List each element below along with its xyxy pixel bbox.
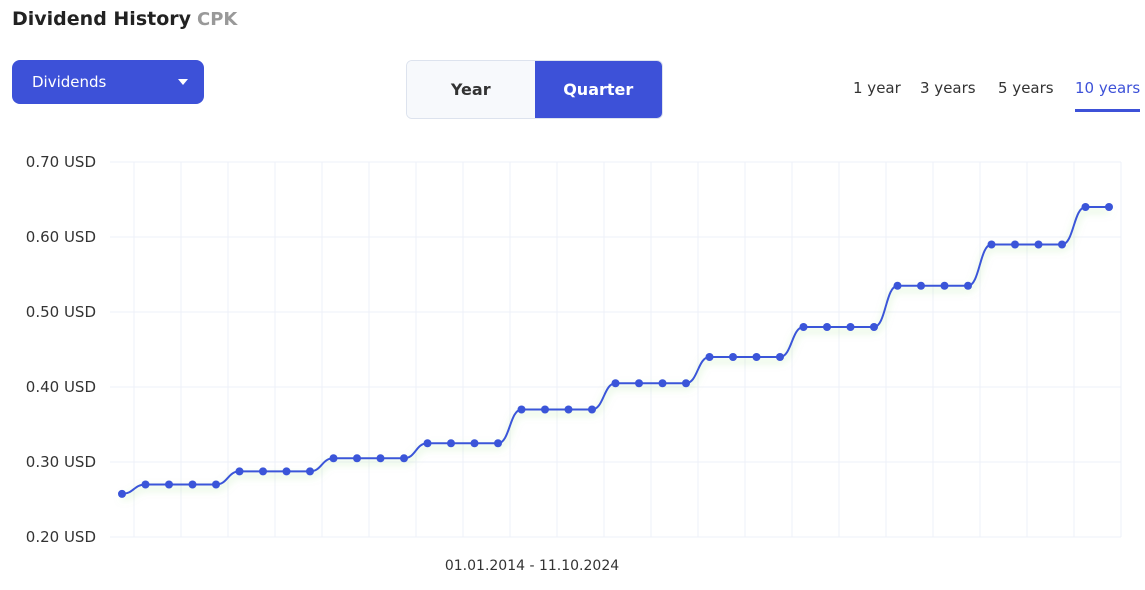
point — [541, 405, 549, 414]
point — [517, 405, 526, 414]
point — [705, 353, 714, 361]
point — [776, 353, 784, 361]
point — [141, 480, 150, 489]
point — [235, 467, 244, 476]
point — [1034, 240, 1043, 249]
point — [964, 281, 972, 290]
point — [1011, 240, 1019, 249]
dropdown[interactable]: Dividends — [12, 60, 204, 104]
point — [494, 439, 502, 448]
point — [870, 323, 878, 331]
range-option[interactable]: 5 years — [998, 79, 1054, 97]
y-tick-label: 0.70 USD — [26, 153, 96, 171]
point — [611, 379, 620, 388]
y-tick-label: 0.60 USD — [26, 228, 96, 246]
point — [1058, 240, 1066, 249]
point — [917, 281, 925, 290]
point — [987, 240, 996, 249]
ticker: CPK — [197, 9, 238, 30]
point — [212, 480, 220, 489]
toggle-option[interactable]: Year — [407, 61, 535, 118]
point — [635, 379, 643, 388]
point — [259, 467, 267, 476]
point — [353, 454, 361, 463]
point — [306, 467, 314, 476]
point — [188, 480, 197, 489]
point — [799, 323, 808, 331]
point — [564, 405, 573, 414]
caret — [178, 79, 188, 85]
period-toggle: Year Quarter — [406, 60, 663, 119]
point — [893, 281, 902, 290]
point — [682, 379, 690, 388]
point — [823, 323, 831, 331]
point — [588, 405, 596, 414]
x-axis-label: 01.01.2014 - 11.10.2024 — [445, 558, 619, 574]
point — [400, 454, 408, 463]
y-tick-label: 0.20 USD — [26, 528, 96, 546]
point — [940, 281, 949, 290]
point — [470, 439, 479, 448]
toggle-option[interactable]: Quarter — [534, 61, 662, 118]
point — [329, 454, 338, 463]
line — [121, 206, 1109, 495]
point — [118, 489, 126, 498]
point — [658, 379, 667, 388]
range-option[interactable]: 10 years — [1075, 79, 1141, 112]
chart: 01.01.2014 - 11.10.2024 0.20 USD 0.30 USD… — [26, 153, 1122, 574]
range-option[interactable]: 1 year — [853, 79, 901, 97]
point — [846, 323, 855, 331]
point — [423, 439, 432, 448]
point — [1105, 203, 1113, 211]
point — [1081, 203, 1090, 211]
page-title: Dividend History — [12, 8, 192, 30]
point — [752, 353, 761, 361]
point — [376, 454, 385, 463]
range-option[interactable]: 3 years — [920, 79, 976, 97]
dropdown-label: Dividends — [32, 73, 107, 91]
point — [729, 353, 737, 361]
point — [447, 439, 455, 448]
point — [282, 467, 291, 476]
y-tick-label: 0.50 USD — [26, 303, 96, 321]
point — [165, 480, 173, 489]
y-tick-label: 0.30 USD — [26, 453, 96, 471]
y-tick-label: 0.40 USD — [26, 378, 96, 396]
